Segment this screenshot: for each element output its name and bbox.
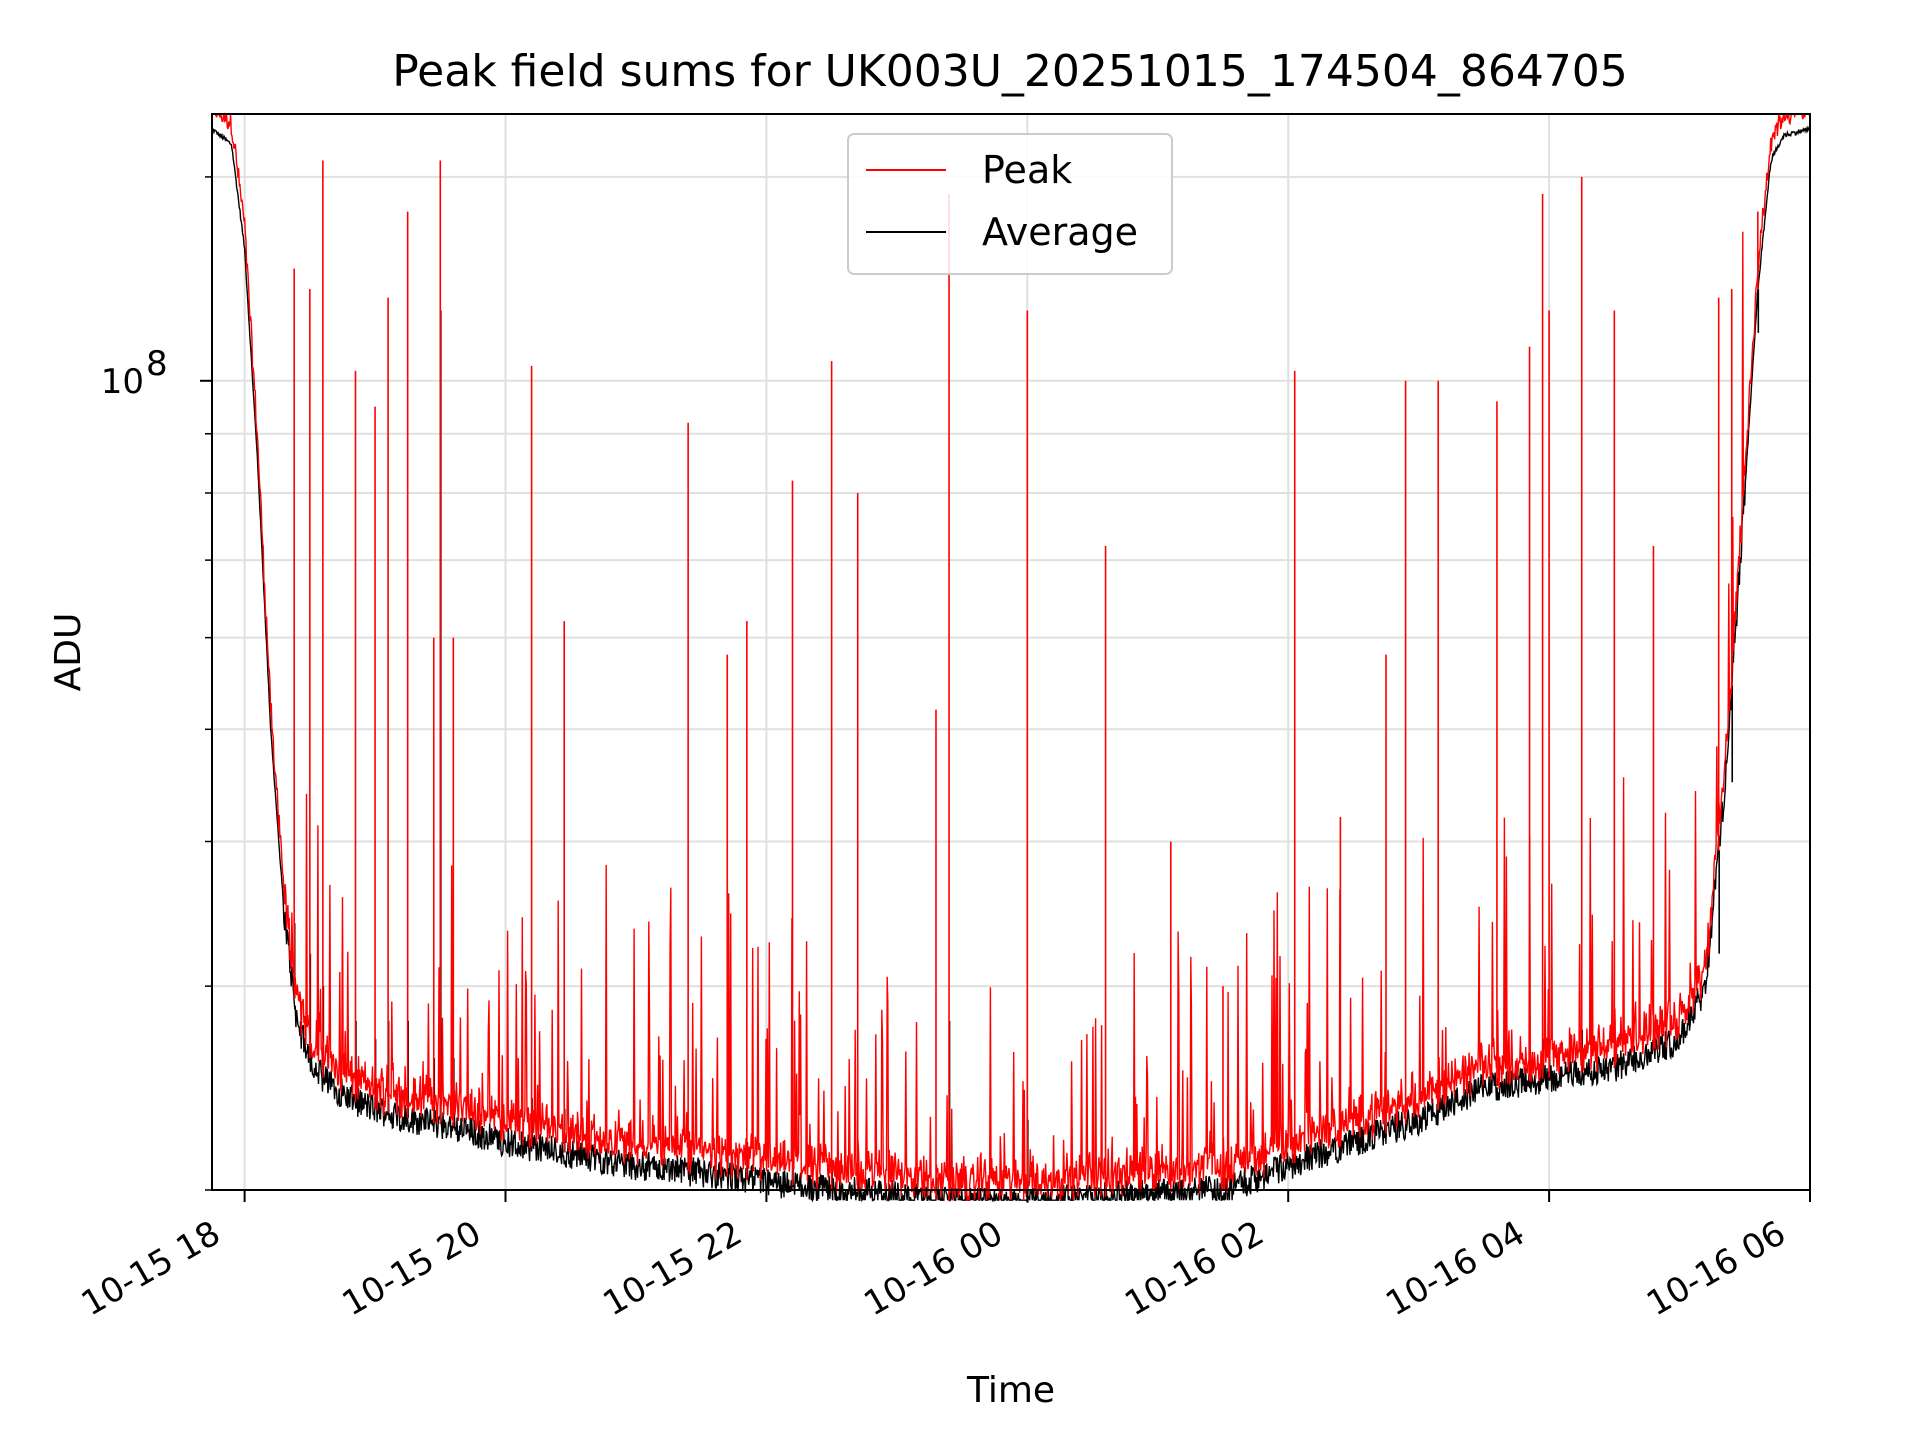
y-tick-label: 10 (101, 362, 144, 402)
x-axis-label: Time (966, 1370, 1055, 1411)
legend: Peak Average (847, 133, 1173, 275)
legend-peak-label: Peak (982, 148, 1072, 192)
peak-line (212, 112, 1811, 1201)
y-axis-ticks: 10 8 (101, 176, 212, 1191)
series-peak (212, 112, 1811, 1203)
legend-average-label: Average (982, 210, 1138, 254)
average-line (211, 125, 1811, 1203)
plot-frame (211, 113, 1811, 1191)
y-axis-label: ADU (48, 613, 89, 692)
chart-title: Peak field sums for UK003U_20251015_1745… (392, 46, 1628, 97)
y-tick-exponent: 8 (146, 344, 168, 384)
